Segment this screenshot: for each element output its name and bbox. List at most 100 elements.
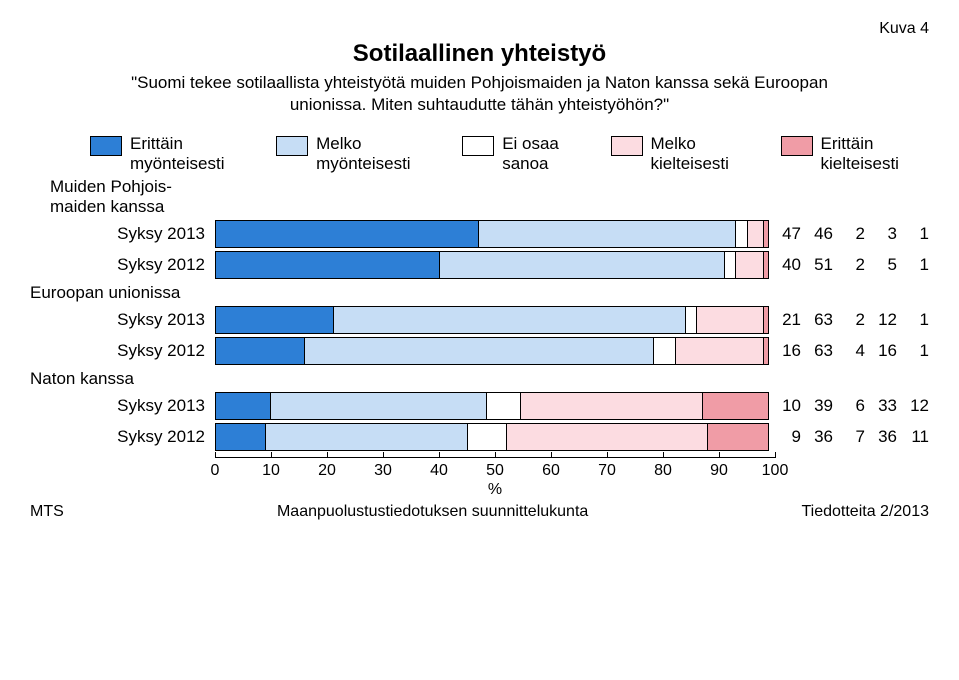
axis-tick xyxy=(271,452,272,458)
legend-label: Melkokielteisesti xyxy=(651,134,729,173)
value: 33 xyxy=(875,396,897,416)
value: 3 xyxy=(875,224,897,244)
axis-tick xyxy=(327,452,328,458)
bar-segment xyxy=(763,251,769,279)
row-label: Syksy 2013 xyxy=(30,396,215,416)
axis-tick-label: 80 xyxy=(654,462,672,480)
axis-tick-label: 10 xyxy=(262,462,280,480)
axis-tick xyxy=(215,452,216,458)
value: 21 xyxy=(779,310,801,330)
footer-center: Maanpuolustustiedotuksen suunnittelukunt… xyxy=(277,503,588,521)
legend-label: Melkomyönteisesti xyxy=(316,134,410,173)
bar-row: Syksy 201293673611 xyxy=(30,423,929,451)
value: 36 xyxy=(875,427,897,447)
axis-tick xyxy=(719,452,720,458)
axis-tick-label: 0 xyxy=(211,462,220,480)
row-values: 16634161 xyxy=(779,341,929,361)
axis-tick-label: 70 xyxy=(598,462,616,480)
bar-row: Syksy 201216634161 xyxy=(30,337,929,365)
bar-segment xyxy=(439,251,724,279)
axis-tick xyxy=(607,452,608,458)
footer-right: Tiedotteita 2/2013 xyxy=(801,503,929,521)
legend-item: Erittäinmyönteisesti xyxy=(90,134,224,173)
value: 51 xyxy=(811,255,833,275)
value: 47 xyxy=(779,224,801,244)
bar-segment xyxy=(486,392,519,420)
value: 2 xyxy=(843,310,865,330)
bar-segment xyxy=(215,392,270,420)
bar-segment xyxy=(215,251,439,279)
legend-swatch xyxy=(781,136,813,156)
section-label: Muiden Pohjois-maiden kanssa xyxy=(50,177,929,217)
bar-segment xyxy=(675,337,764,365)
value: 1 xyxy=(907,224,929,244)
figure-number: Kuva 4 xyxy=(30,20,929,38)
x-axis: 0102030405060708090100 % xyxy=(215,457,929,499)
bar-segment xyxy=(763,337,769,365)
bar-segment xyxy=(685,306,696,334)
bar-row: Syksy 2013103963312 xyxy=(30,392,929,420)
axis-tick xyxy=(495,452,496,458)
bar-segment xyxy=(478,220,735,248)
row-values: 4746231 xyxy=(779,224,929,244)
value: 46 xyxy=(811,224,833,244)
bar-segment xyxy=(215,423,265,451)
axis-tick xyxy=(383,452,384,458)
bar-segment xyxy=(304,337,653,365)
axis-tick-label: 40 xyxy=(430,462,448,480)
bar-segment xyxy=(763,306,769,334)
axis-tick-label: 90 xyxy=(710,462,728,480)
axis-tick xyxy=(663,452,664,458)
row-values: 21 63 2 12 1 xyxy=(779,310,929,330)
bar-segment xyxy=(707,423,769,451)
bar-segment xyxy=(265,423,466,451)
footer-left: MTS xyxy=(30,503,64,521)
legend-label: Erittäinmyönteisesti xyxy=(130,134,224,173)
axis-unit: % xyxy=(215,481,775,499)
legend-label: Ei osaasanoa xyxy=(502,134,559,173)
section-label: Euroopan unionissa xyxy=(30,283,929,303)
bar-segment xyxy=(696,306,763,334)
section-label: Naton kanssa xyxy=(30,369,929,389)
bar-segment xyxy=(724,251,735,279)
bar-segment xyxy=(215,337,304,365)
chart-subtitle: "Suomi tekee sotilaallista yhteistyötä m… xyxy=(120,72,839,116)
bar-segment xyxy=(735,251,763,279)
axis-tick-label: 20 xyxy=(318,462,336,480)
value: 1 xyxy=(907,310,929,330)
axis-tick-label: 100 xyxy=(762,462,789,480)
bar-segment xyxy=(215,306,333,334)
bar-segment xyxy=(467,423,506,451)
bar xyxy=(215,306,769,334)
legend-item: Melkomyönteisesti xyxy=(276,134,410,173)
row-values: 4051251 xyxy=(779,255,929,275)
chart-body: Muiden Pohjois-maiden kanssa Syksy 2013 47… xyxy=(30,177,929,451)
value: 9 xyxy=(779,427,801,447)
value: 63 xyxy=(811,310,833,330)
row-label: Syksy 2013 xyxy=(30,224,215,244)
value: 63 xyxy=(811,341,833,361)
row-values: 103963312 xyxy=(779,396,929,416)
legend-swatch xyxy=(276,136,308,156)
axis-tick xyxy=(551,452,552,458)
bar-segment xyxy=(747,220,764,248)
legend-item: Erittäinkielteisesti xyxy=(781,134,899,173)
bar xyxy=(215,392,769,420)
value: 10 xyxy=(779,396,801,416)
axis-tick-label: 50 xyxy=(486,462,504,480)
legend: Erittäinmyönteisesti Melkomyönteisesti Ei … xyxy=(90,134,899,173)
row-label: Syksy 2012 xyxy=(30,341,215,361)
bar xyxy=(215,423,769,451)
bar xyxy=(215,251,769,279)
value: 7 xyxy=(843,427,865,447)
value: 1 xyxy=(907,341,929,361)
legend-label: Erittäinkielteisesti xyxy=(821,134,899,173)
value: 16 xyxy=(875,341,897,361)
legend-swatch xyxy=(462,136,494,156)
chart-title: Sotilaallinen yhteistyö xyxy=(30,40,929,68)
bar-segment xyxy=(215,220,478,248)
value: 12 xyxy=(875,310,897,330)
value: 6 xyxy=(843,396,865,416)
bar-segment xyxy=(702,392,768,420)
value: 40 xyxy=(779,255,801,275)
